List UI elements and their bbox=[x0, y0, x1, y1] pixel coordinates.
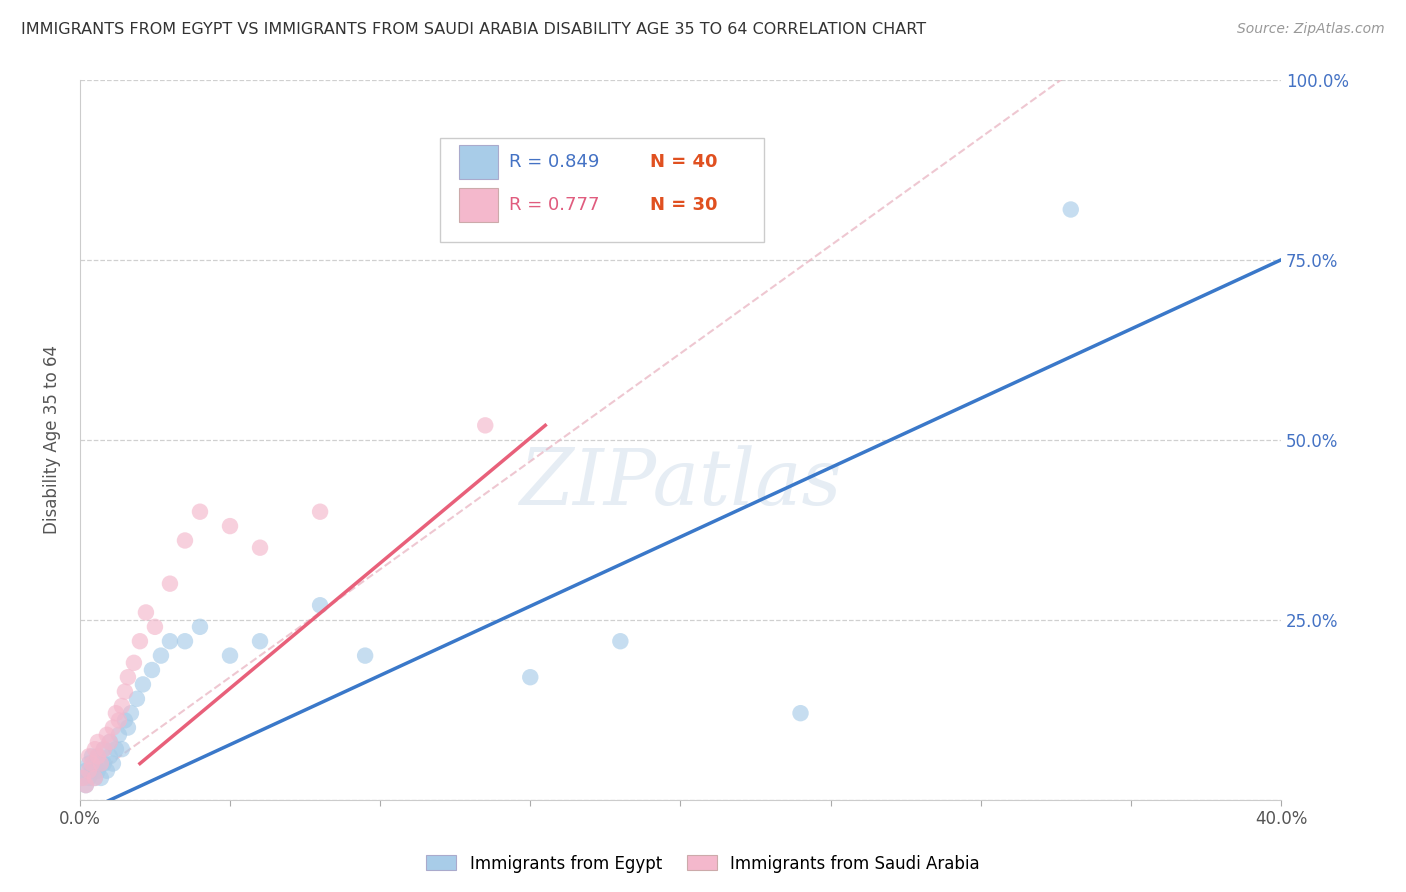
Text: ZIPatlas: ZIPatlas bbox=[519, 445, 842, 521]
Point bbox=[80, 756, 103, 771]
Point bbox=[108, 714, 131, 728]
Point bbox=[1060, 202, 1083, 217]
Point bbox=[75, 778, 97, 792]
Legend: Immigrants from Egypt, Immigrants from Saudi Arabia: Immigrants from Egypt, Immigrants from S… bbox=[419, 848, 987, 880]
Point bbox=[129, 634, 152, 648]
Point bbox=[98, 749, 121, 764]
Point bbox=[159, 634, 181, 648]
Point bbox=[77, 756, 100, 771]
Point bbox=[117, 670, 139, 684]
Point bbox=[104, 706, 127, 721]
Point bbox=[114, 714, 136, 728]
Point bbox=[75, 764, 97, 778]
Point bbox=[188, 505, 211, 519]
FancyBboxPatch shape bbox=[460, 145, 498, 178]
Point bbox=[72, 771, 94, 785]
Point bbox=[77, 771, 100, 785]
Point bbox=[159, 576, 181, 591]
Text: N = 40: N = 40 bbox=[651, 153, 718, 171]
Point bbox=[96, 764, 118, 778]
Point bbox=[77, 749, 100, 764]
Y-axis label: Disability Age 35 to 64: Disability Age 35 to 64 bbox=[44, 345, 60, 534]
FancyBboxPatch shape bbox=[460, 187, 498, 221]
Point bbox=[309, 505, 332, 519]
Point bbox=[83, 771, 105, 785]
Point bbox=[93, 756, 115, 771]
Point bbox=[80, 764, 103, 778]
Point bbox=[98, 735, 121, 749]
Point bbox=[114, 684, 136, 698]
Point bbox=[249, 541, 271, 555]
Point bbox=[143, 620, 166, 634]
Point bbox=[309, 599, 332, 613]
Point bbox=[125, 691, 148, 706]
Point bbox=[519, 670, 541, 684]
Point bbox=[98, 735, 121, 749]
Point bbox=[122, 656, 145, 670]
Point bbox=[80, 749, 103, 764]
Point bbox=[120, 706, 142, 721]
Point bbox=[83, 756, 105, 771]
Point bbox=[132, 677, 155, 691]
Point bbox=[354, 648, 377, 663]
Point bbox=[75, 778, 97, 792]
FancyBboxPatch shape bbox=[440, 137, 765, 242]
Text: IMMIGRANTS FROM EGYPT VS IMMIGRANTS FROM SAUDI ARABIA DISABILITY AGE 35 TO 64 CO: IMMIGRANTS FROM EGYPT VS IMMIGRANTS FROM… bbox=[21, 22, 927, 37]
Point bbox=[77, 764, 100, 778]
Text: N = 30: N = 30 bbox=[651, 195, 718, 213]
Point bbox=[188, 620, 211, 634]
Point bbox=[149, 648, 172, 663]
Point bbox=[101, 756, 124, 771]
Point bbox=[83, 771, 105, 785]
Point bbox=[90, 771, 112, 785]
Point bbox=[789, 706, 811, 721]
Point bbox=[474, 418, 496, 433]
Point bbox=[219, 519, 242, 533]
Point bbox=[117, 721, 139, 735]
Point bbox=[87, 749, 110, 764]
Point bbox=[87, 764, 110, 778]
Point bbox=[90, 756, 112, 771]
Point bbox=[111, 698, 134, 713]
Point bbox=[141, 663, 163, 677]
Point bbox=[249, 634, 271, 648]
Point bbox=[609, 634, 631, 648]
Point bbox=[83, 742, 105, 756]
Point bbox=[96, 728, 118, 742]
Point bbox=[93, 742, 115, 756]
Point bbox=[101, 721, 124, 735]
Point bbox=[174, 533, 197, 548]
Point bbox=[174, 634, 197, 648]
Point bbox=[87, 749, 110, 764]
Text: R = 0.849: R = 0.849 bbox=[509, 153, 599, 171]
Text: R = 0.777: R = 0.777 bbox=[509, 195, 599, 213]
Point bbox=[87, 735, 110, 749]
Point bbox=[219, 648, 242, 663]
Point bbox=[111, 742, 134, 756]
Text: Source: ZipAtlas.com: Source: ZipAtlas.com bbox=[1237, 22, 1385, 37]
Point bbox=[90, 756, 112, 771]
Point bbox=[93, 742, 115, 756]
Point bbox=[72, 771, 94, 785]
Point bbox=[104, 742, 127, 756]
Point bbox=[108, 728, 131, 742]
Point bbox=[135, 606, 157, 620]
